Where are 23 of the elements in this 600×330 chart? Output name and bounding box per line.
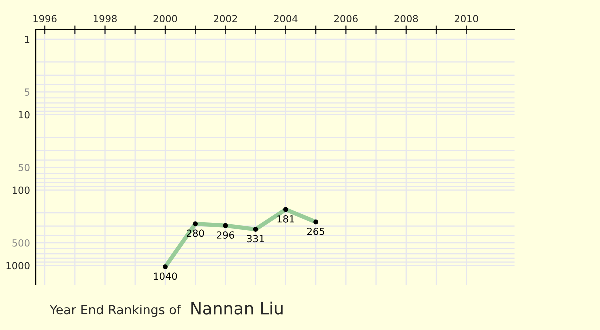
y-tick-label: 50	[18, 164, 30, 172]
y-tick-label: 5	[25, 88, 30, 96]
y-tick-label: 500	[12, 240, 30, 247]
x-tick-label: 2002	[214, 15, 238, 23]
x-tick-label: 1996	[34, 15, 57, 23]
data-label: 181	[278, 215, 294, 223]
data-label: 280	[187, 230, 204, 238]
y-tick-label: 10	[19, 111, 30, 119]
y-tick-label: 1000	[6, 262, 30, 270]
x-tick-label: 2010	[454, 15, 478, 23]
data-label: 265	[307, 228, 324, 236]
text: Nannan Liu	[192, 302, 283, 315]
text: Year End Rankings of	[50, 304, 182, 318]
y-tick-label: 1	[25, 36, 30, 44]
y-tick-label: 100	[12, 186, 30, 194]
x-tick-label: 2000	[154, 15, 178, 23]
x-tick-label: 2004	[274, 15, 298, 23]
data-label: 331	[247, 235, 264, 243]
data-label: 296	[217, 232, 234, 239]
data-label: 1040	[154, 272, 178, 280]
x-tick-label: 1998	[94, 15, 117, 23]
x-tick-label: 2006	[334, 15, 358, 23]
x-tick-label: 2008	[394, 15, 418, 23]
